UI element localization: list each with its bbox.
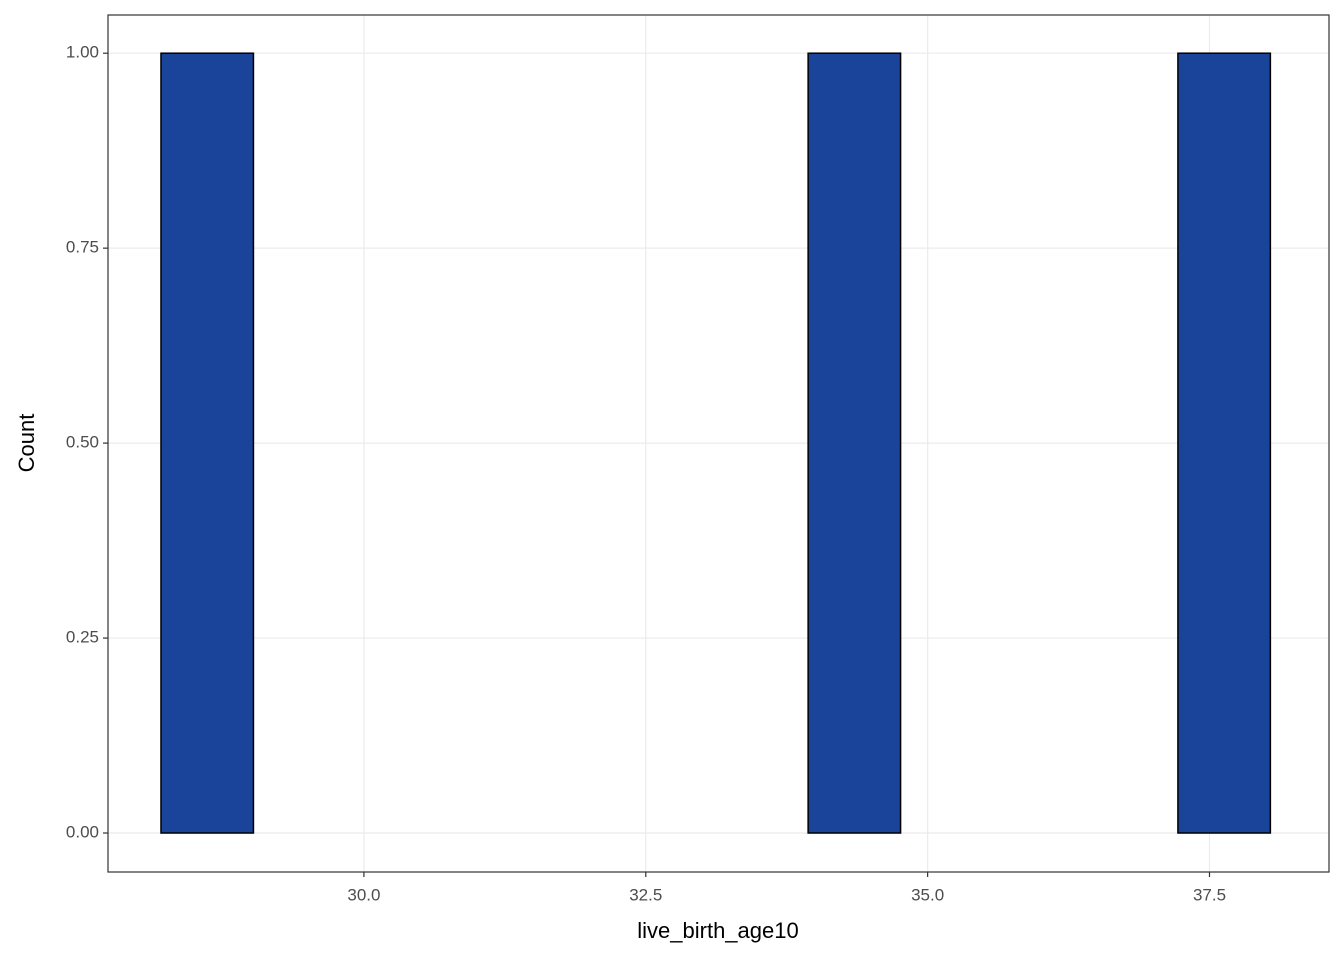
bar [807, 52, 902, 834]
x-tick-label: 35.0 [911, 885, 944, 904]
y-axis-title: Count [14, 414, 39, 473]
y-tick-label: 1.00 [66, 43, 99, 62]
y-tick-label: 0.25 [66, 628, 99, 647]
x-tick-label: 32.5 [629, 885, 662, 904]
y-tick-label: 0.75 [66, 238, 99, 257]
marks [160, 52, 1272, 834]
x-axis-title: live_birth_age10 [637, 918, 798, 943]
bar [160, 52, 255, 834]
y-tick-label: 0.50 [66, 433, 99, 452]
axes: 0.00 0.25 0.50 0.75 1.00 30.0 32.5 35.0 37.5 [66, 43, 1226, 905]
x-tick-label: 30.0 [347, 885, 380, 904]
bar [1177, 52, 1272, 834]
x-tick-label: 37.5 [1193, 885, 1226, 904]
y-tick-label: 0.00 [66, 822, 99, 841]
